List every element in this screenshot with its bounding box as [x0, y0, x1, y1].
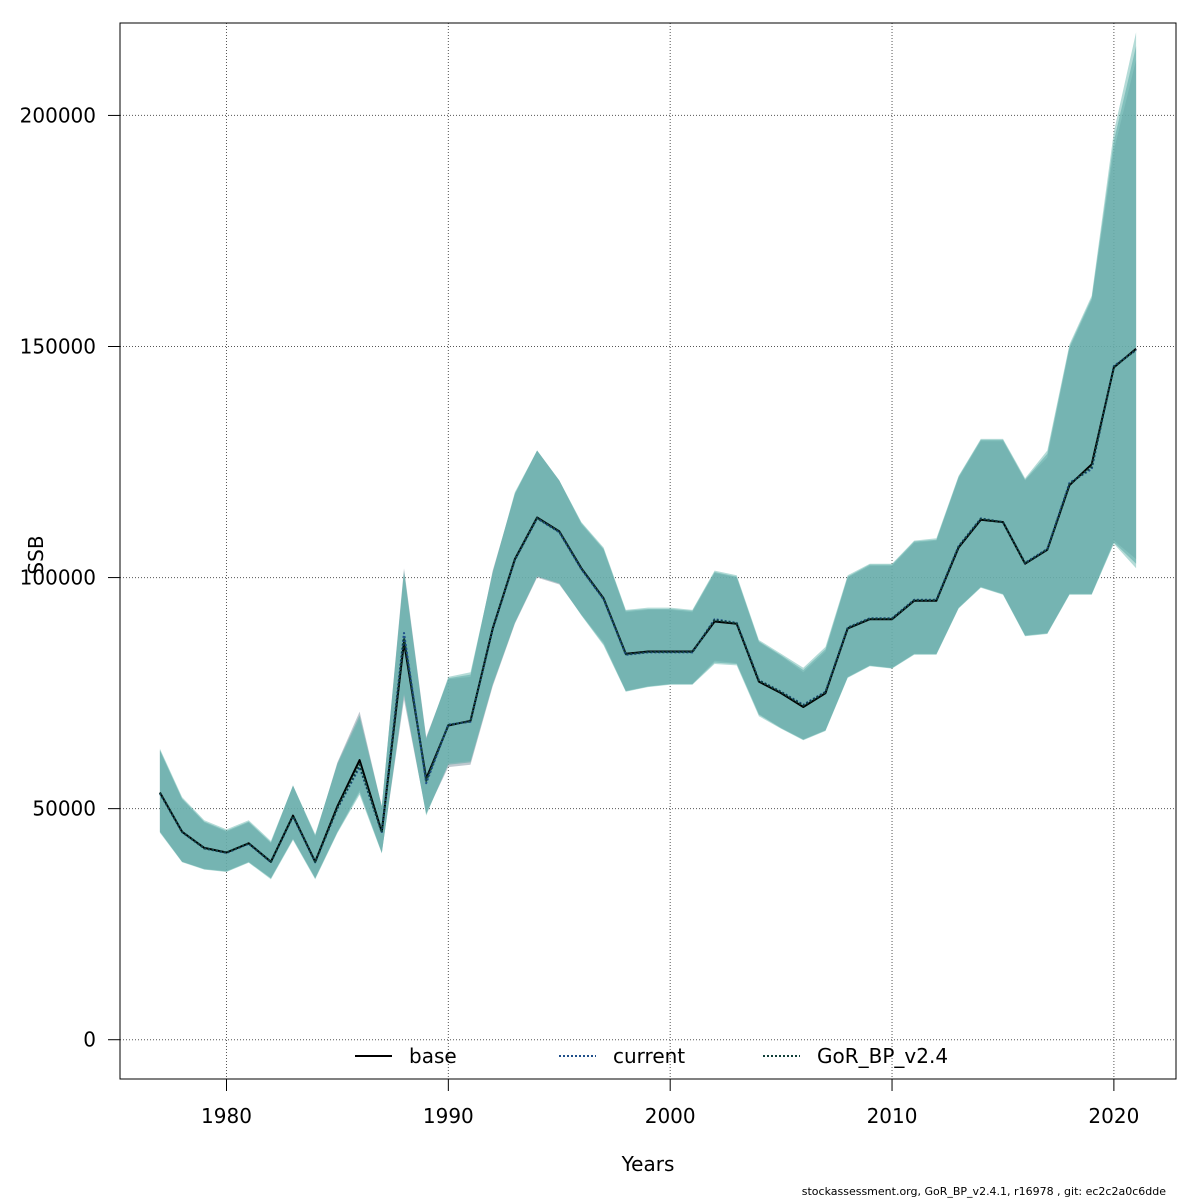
confidence-bands [159, 32, 1137, 880]
line-current [159, 349, 1137, 864]
series-lines [159, 348, 1137, 864]
y-axis: 0 50000 100000 150000 200000 [20, 103, 120, 1052]
line-gor-bp-v2-4 [159, 348, 1137, 863]
legend-label-base: base [409, 1044, 457, 1068]
legend-item-current: current [559, 1044, 685, 1068]
line-base [159, 348, 1137, 863]
footer-credit: stockassessment.org, GoR_BP_v2.4.1, r169… [801, 1185, 1166, 1198]
plot-frame [119, 22, 1177, 1080]
x-tick-label: 2000 [645, 1104, 696, 1128]
legend-item-base: base [355, 1044, 457, 1068]
x-axis-title: Years [621, 1152, 675, 1176]
legend-label-current: current [613, 1044, 685, 1068]
legend: base current GoR_BP_v2.4 [355, 1044, 948, 1068]
y-tick-label: 150000 [20, 335, 96, 359]
x-tick-label: 1980 [201, 1104, 252, 1128]
x-tick-label: 2010 [867, 1104, 918, 1128]
y-tick-label: 100000 [20, 566, 96, 590]
y-tick-label: 200000 [20, 103, 96, 127]
legend-item-gor-bp-v2-4: GoR_BP_v2.4 [763, 1044, 948, 1068]
x-tick-label: 2020 [1088, 1104, 1139, 1128]
x-tick-label: 1990 [423, 1104, 474, 1128]
legend-label-gor-bp-v2-4: GoR_BP_v2.4 [817, 1044, 948, 1068]
y-axis-title: SSB [24, 535, 48, 574]
x-axis: 1980 1990 2000 2010 2020 [201, 1079, 1139, 1128]
y-tick-label: 0 [83, 1028, 96, 1052]
y-tick-label: 50000 [32, 797, 96, 821]
band-gor-bp-v2-4 [159, 46, 1137, 879]
